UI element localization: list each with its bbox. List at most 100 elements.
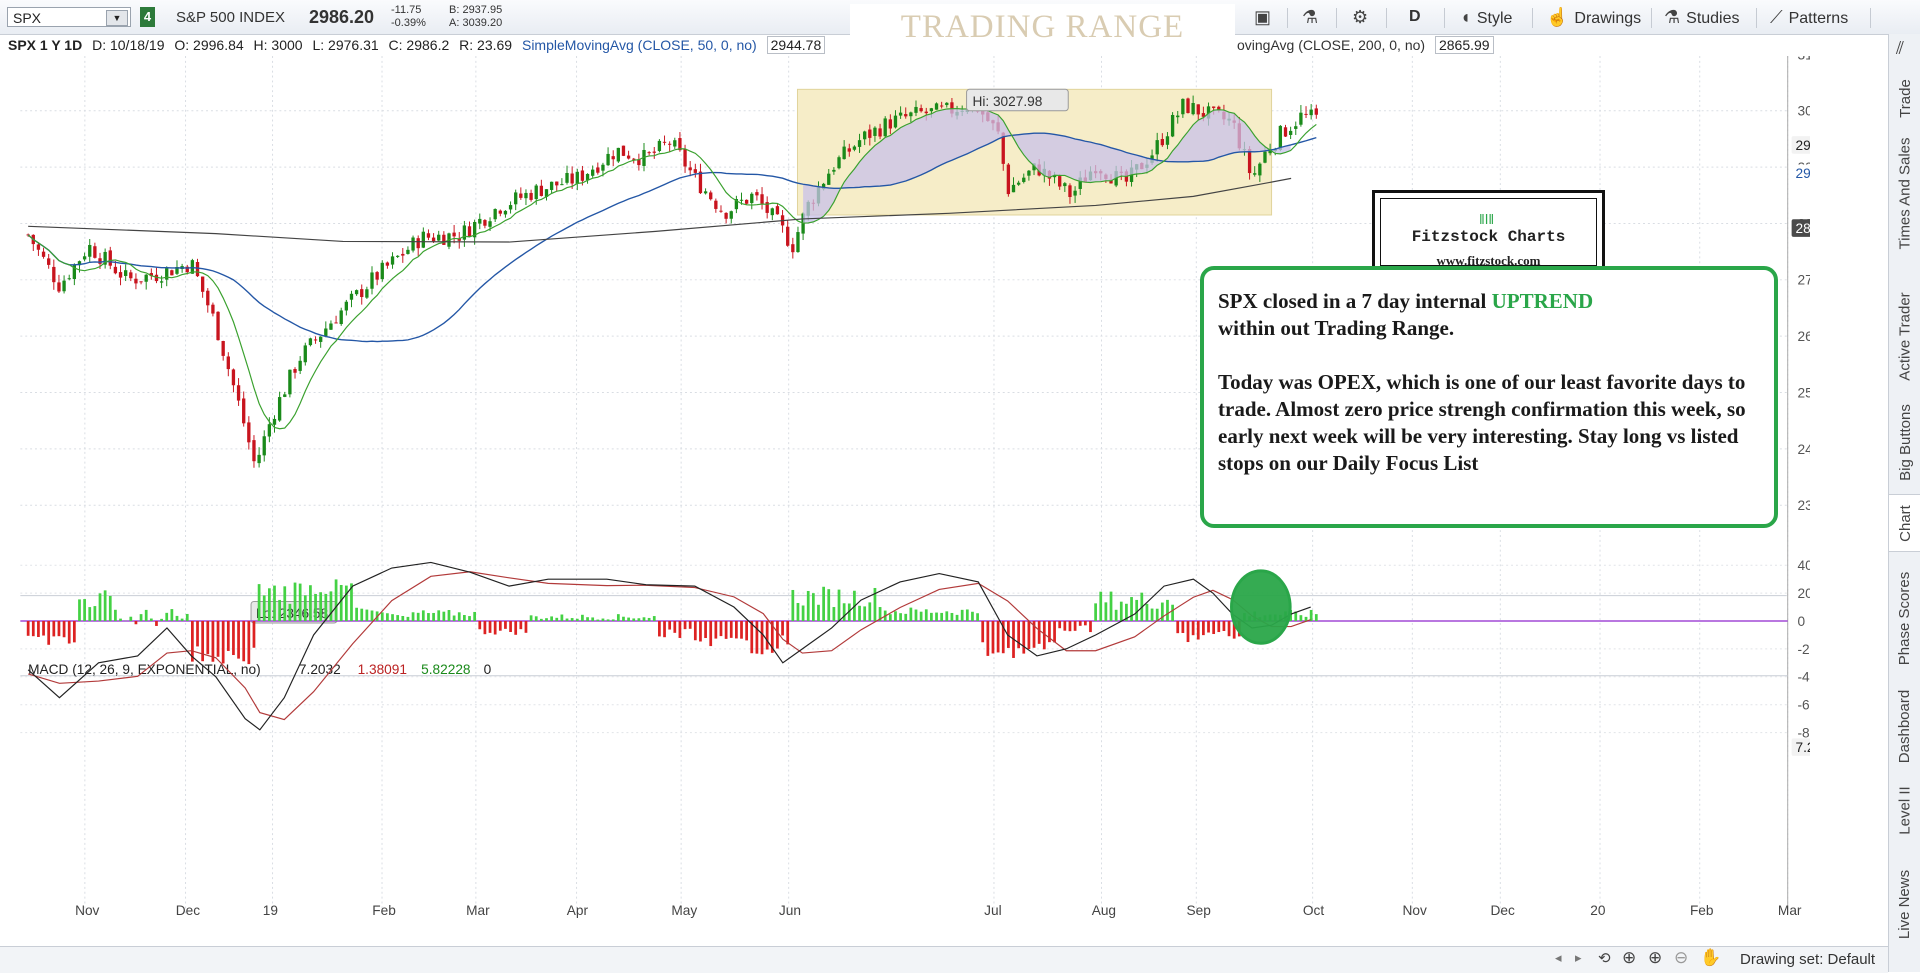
collapse-icon[interactable]: ⫽	[1896, 38, 1904, 59]
histogram-bar	[140, 614, 143, 621]
candle-body	[519, 194, 522, 198]
macd-tick-label: 0	[1797, 614, 1805, 629]
settings-button[interactable]: ⚙	[1352, 0, 1374, 34]
tab-active-trader[interactable]: Active Trader	[1889, 284, 1920, 388]
candle-body	[237, 385, 240, 400]
scroll-right-icon[interactable]: ▸	[1575, 950, 1582, 966]
candle-body	[468, 226, 471, 236]
histogram-bar	[720, 621, 723, 636]
histogram-bar	[766, 621, 769, 650]
candle-body	[1248, 149, 1251, 173]
histogram-bar	[145, 610, 148, 621]
candle-body	[1289, 131, 1292, 135]
symbol-selector[interactable]: SPX ▼	[7, 7, 131, 27]
candle-body	[1299, 113, 1302, 125]
studies-button[interactable]: ⚗Studies	[1664, 0, 1740, 34]
candle-body	[1027, 171, 1030, 176]
histogram-bar	[673, 621, 676, 633]
candle-body	[329, 324, 332, 330]
candle-body	[868, 130, 871, 138]
candle-body	[647, 152, 650, 153]
histogram-bar	[314, 594, 317, 621]
tab-trade[interactable]: Trade	[1889, 68, 1920, 128]
candle-body	[114, 267, 117, 273]
histogram-bar	[843, 603, 846, 621]
histogram-bar	[915, 610, 918, 621]
tab-live-news[interactable]: Live News	[1889, 854, 1920, 954]
patterns-button[interactable]: ⟋Patterns	[1770, 0, 1848, 34]
candle-body	[596, 167, 599, 172]
candle-body	[370, 272, 373, 288]
drawing-set-label[interactable]: Drawing set: Default	[1740, 951, 1875, 968]
histogram-bar	[571, 618, 574, 621]
histogram-bar	[904, 614, 907, 621]
histogram-bar	[550, 616, 553, 621]
zoom-in-icon[interactable]: ⊕	[1648, 948, 1662, 968]
candle-body	[247, 422, 250, 442]
histogram-bar	[637, 618, 640, 621]
histogram-bar	[407, 617, 410, 621]
calendar-button[interactable]: ▣	[1254, 0, 1277, 34]
histogram-bar	[1110, 592, 1113, 621]
tab-chart[interactable]: Chart	[1889, 494, 1920, 552]
candle-body	[848, 148, 851, 151]
candle-body	[853, 147, 856, 150]
histogram-bar	[412, 612, 415, 621]
candle-body	[1212, 107, 1215, 108]
ohlc-range: R: 23.69	[459, 37, 512, 53]
candle-body	[689, 167, 692, 170]
time-axis-label: Mar	[466, 903, 490, 918]
histogram-bar	[391, 614, 394, 621]
link-group-badge[interactable]: 4	[140, 7, 155, 27]
tab-phase-scores[interactable]: Phase Scores	[1889, 564, 1920, 672]
time-axis-label: Feb	[1690, 903, 1714, 918]
period-button[interactable]: D	[1409, 0, 1421, 34]
histogram-bar	[920, 612, 923, 621]
scroll-left-icon[interactable]: ◂	[1555, 950, 1562, 966]
tab-dashboard[interactable]: Dashboard	[1889, 686, 1920, 766]
style-button[interactable]: ◖Style	[1460, 0, 1512, 34]
pan-hand-icon[interactable]: ✋	[1700, 948, 1721, 968]
sma200-label[interactable]: ovingAvg (CLOSE, 200, 0, no)	[1237, 37, 1425, 53]
tab-times-and-sales[interactable]: Times And Sales	[1889, 136, 1920, 250]
histogram-bar	[258, 584, 261, 621]
candle-body	[83, 256, 86, 259]
price-tick-label: 2400	[1797, 442, 1810, 457]
histogram-bar	[699, 621, 702, 641]
candle-body	[796, 232, 799, 252]
chevron-down-icon[interactable]: ▼	[106, 10, 128, 26]
reset-icon[interactable]: ⟲	[1598, 949, 1611, 967]
histogram-bar	[232, 621, 235, 655]
histogram-bar	[868, 602, 871, 621]
sma50-label[interactable]: SimpleMovingAvg (CLOSE, 50, 0, no)	[522, 37, 757, 53]
histogram-bar	[684, 621, 687, 629]
tab-level-ii[interactable]: Level II	[1889, 778, 1920, 842]
histogram-bar	[679, 621, 682, 638]
candle-body	[1315, 108, 1318, 114]
candle-body	[263, 436, 266, 455]
time-axis-label: Mar	[1778, 903, 1802, 918]
candle-body	[791, 244, 794, 252]
crosshair-icon[interactable]: ⊕	[1622, 948, 1636, 968]
candle-body	[57, 282, 60, 291]
candle-body	[206, 291, 209, 306]
macd-zero: 0	[484, 662, 492, 677]
candle-body	[488, 221, 491, 227]
candle-body	[570, 174, 573, 184]
histogram-bar	[812, 593, 815, 621]
candle-body	[47, 258, 50, 265]
candle-body	[873, 128, 876, 136]
lab-button[interactable]: ⚗	[1302, 0, 1324, 34]
histogram-bar	[925, 609, 928, 621]
tab-big-buttons[interactable]: Big Buttons	[1889, 404, 1920, 480]
zoom-out-icon[interactable]: ⊖	[1674, 948, 1688, 968]
histogram-bar	[222, 621, 225, 663]
histogram-bar	[1069, 621, 1072, 631]
drawings-button[interactable]: ☝Drawings	[1546, 0, 1641, 34]
sma200-legend: ovingAvg (CLOSE, 200, 0, no) 2865.99	[1237, 34, 1494, 56]
candle-body	[827, 174, 830, 185]
histogram-bar	[268, 588, 271, 621]
histogram-bar	[1120, 602, 1123, 621]
tab-label: Live News	[1897, 869, 1914, 938]
candle-body	[381, 263, 384, 279]
